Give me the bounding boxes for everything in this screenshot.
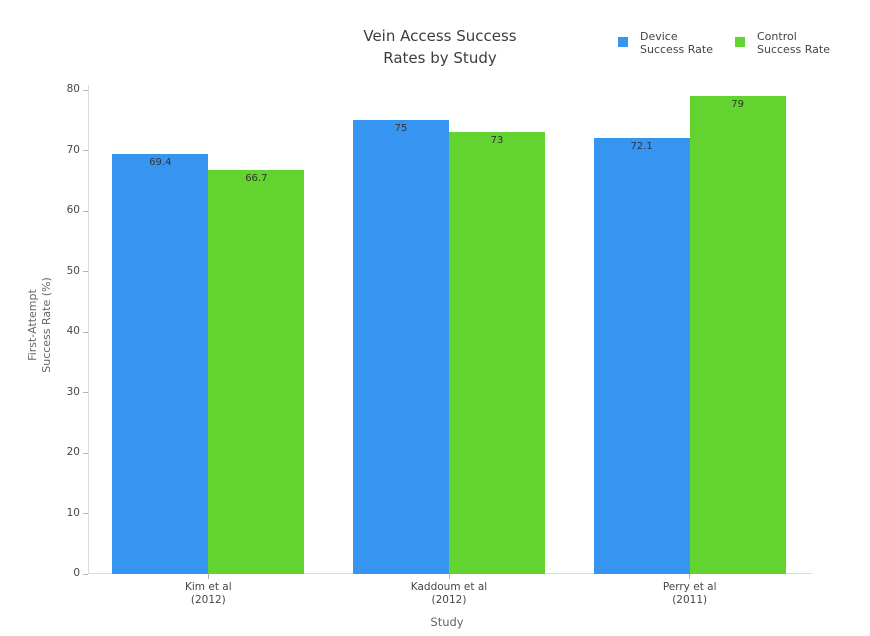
legend-label-line: Device xyxy=(640,30,678,43)
legend-swatch xyxy=(735,37,745,47)
y-tick-label: 0 xyxy=(73,567,80,579)
y-tick-label: 60 xyxy=(66,204,80,216)
plot-area: 0 10 20 30 40 50 60 70 80 69.4 75 72.1 66.7 73 79 Kim e… xyxy=(67,83,812,606)
x-tick-label-line: (2012) xyxy=(190,594,226,606)
x-tick-label: Kaddoum et al (2012) xyxy=(369,581,529,607)
x-tick-label: Perry et al (2011) xyxy=(610,581,770,607)
legend: Device Success Rate Control Success Rate xyxy=(618,30,830,56)
bar-value-label: 79 xyxy=(731,99,745,111)
y-tick-mark xyxy=(83,392,88,393)
legend-item-control: Control Success Rate xyxy=(735,30,830,56)
x-tick-label-line: Kaddoum et al xyxy=(410,581,488,593)
x-tick-label-line: (2011) xyxy=(672,594,708,606)
y-axis-title-line2: Success Rate (%) xyxy=(40,277,53,373)
y-tick-label: 20 xyxy=(66,446,80,458)
x-tick-label-line: Kim et al xyxy=(185,581,232,593)
y-tick-mark xyxy=(83,452,88,454)
bar-value-label: 73 xyxy=(490,135,504,147)
legend-label-line: Success Rate xyxy=(757,43,830,56)
legend-label: Control Success Rate xyxy=(757,30,830,56)
y-axis-line xyxy=(88,85,89,574)
x-axis-title: Study xyxy=(430,615,464,629)
legend-label: Device Success Rate xyxy=(640,30,713,56)
x-tick-label-line: Perry et al xyxy=(662,581,717,593)
y-tick-label: 10 xyxy=(66,506,80,519)
y-tick-label: 40 xyxy=(66,325,80,337)
y-tick-mark xyxy=(83,89,88,91)
bar xyxy=(112,154,209,574)
legend-swatch xyxy=(618,37,628,47)
y-tick-mark xyxy=(83,573,88,575)
y-axis-title-line1: First-Attempt xyxy=(26,289,39,361)
chart-title-line1: Vein Access Success xyxy=(363,27,517,45)
y-tick-mark xyxy=(83,271,88,272)
x-tick-mark xyxy=(448,574,450,579)
y-tick-label: 50 xyxy=(66,264,80,277)
chart-title: Vein Access Success Rates by Study xyxy=(290,25,590,69)
legend-item-device: Device Success Rate xyxy=(618,30,713,56)
y-tick-mark xyxy=(83,513,88,514)
legend-label-line: Control xyxy=(757,30,797,43)
bar-value-label: 66.7 xyxy=(245,173,268,185)
bar xyxy=(353,120,449,574)
bar xyxy=(689,96,786,574)
x-tick-label-line: (2012) xyxy=(431,594,467,606)
y-tick-label: 70 xyxy=(66,143,80,156)
legend-label-line: Success Rate xyxy=(640,43,713,56)
bar-value-label: 69.4 xyxy=(149,157,172,169)
x-tick-mark xyxy=(689,574,691,579)
bar xyxy=(593,137,690,574)
chart-title-line2: Rates by Study xyxy=(383,49,497,67)
y-tick-label: 80 xyxy=(66,83,80,95)
y-tick-mark xyxy=(83,210,88,212)
y-tick-mark xyxy=(83,150,88,151)
y-tick-label: 30 xyxy=(66,385,80,398)
y-tick-mark xyxy=(83,331,88,333)
x-tick-label: Kim et al (2012) xyxy=(128,581,288,607)
bar-value-label: 72.1 xyxy=(630,140,653,152)
x-tick-mark xyxy=(207,574,209,579)
bar-value-label: 75 xyxy=(394,123,408,135)
bar xyxy=(449,132,545,574)
bar xyxy=(208,170,305,574)
y-axis-title: First-Attempt Success Rate (%) xyxy=(26,277,54,373)
